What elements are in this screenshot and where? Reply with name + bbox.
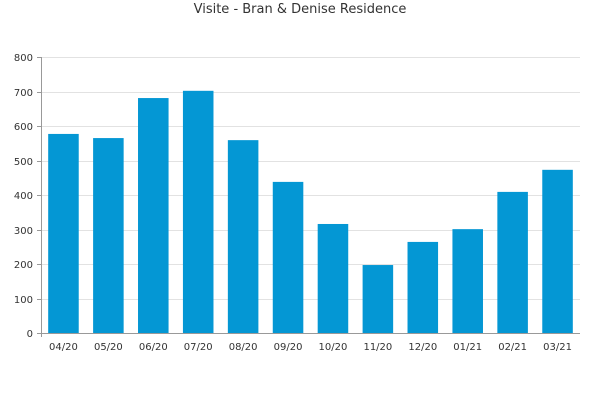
y-tick-label: 500 <box>14 157 33 168</box>
bars <box>48 90 573 334</box>
x-tick-labels: 04/20 05/20 06/20 07/20 08/20 09/20 10/20 11/20… <box>49 342 572 353</box>
y-tick-label: 700 <box>14 88 33 99</box>
grid-lines <box>41 57 580 300</box>
y-tick-label: 300 <box>14 226 33 237</box>
x-tick-label: 05/20 <box>94 342 123 353</box>
bar-09-20[interactable] <box>272 181 304 333</box>
x-tick-label: 08/20 <box>229 342 258 353</box>
y-tick-label: 800 <box>14 53 33 64</box>
chart-title: Visite - Bran & Denise Residence <box>193 2 407 17</box>
bar-04-20[interactable] <box>48 133 79 333</box>
x-tick-label: 06/20 <box>139 342 168 353</box>
bar-12-20[interactable] <box>407 241 439 333</box>
y-tick-label: 0 <box>27 329 33 340</box>
x-tick-label: 04/20 <box>49 342 78 353</box>
bar-10-20[interactable] <box>317 223 349 333</box>
bar-03-21[interactable] <box>542 169 573 333</box>
y-tick-label: 400 <box>14 191 33 202</box>
x-tick-label: 09/20 <box>274 342 303 353</box>
bar-11-20[interactable] <box>362 265 394 333</box>
bar-08-20[interactable] <box>227 140 259 333</box>
bar-06-20[interactable] <box>138 98 169 334</box>
x-tick-label: 12/20 <box>408 342 437 353</box>
x-tick-label: 03/21 <box>543 342 572 353</box>
bar-05-20[interactable] <box>93 138 124 333</box>
y-tick-label: 200 <box>14 260 33 271</box>
y-tick-labels: 0 100 200 300 400 500 600 700 800 <box>14 53 33 340</box>
x-tick-label: 02/21 <box>498 342 527 353</box>
y-tick-label: 600 <box>14 122 33 133</box>
bar-07-20[interactable] <box>182 90 214 333</box>
x-tick-label: 10/20 <box>319 342 348 353</box>
bar-01-21[interactable] <box>452 229 483 333</box>
axes <box>37 57 580 337</box>
x-tick-label: 07/20 <box>184 342 213 353</box>
x-tick-label: 11/20 <box>363 342 392 353</box>
x-tick-label: 01/21 <box>453 342 482 353</box>
bar-02-21[interactable] <box>497 191 528 333</box>
y-tick-label: 100 <box>14 295 33 306</box>
